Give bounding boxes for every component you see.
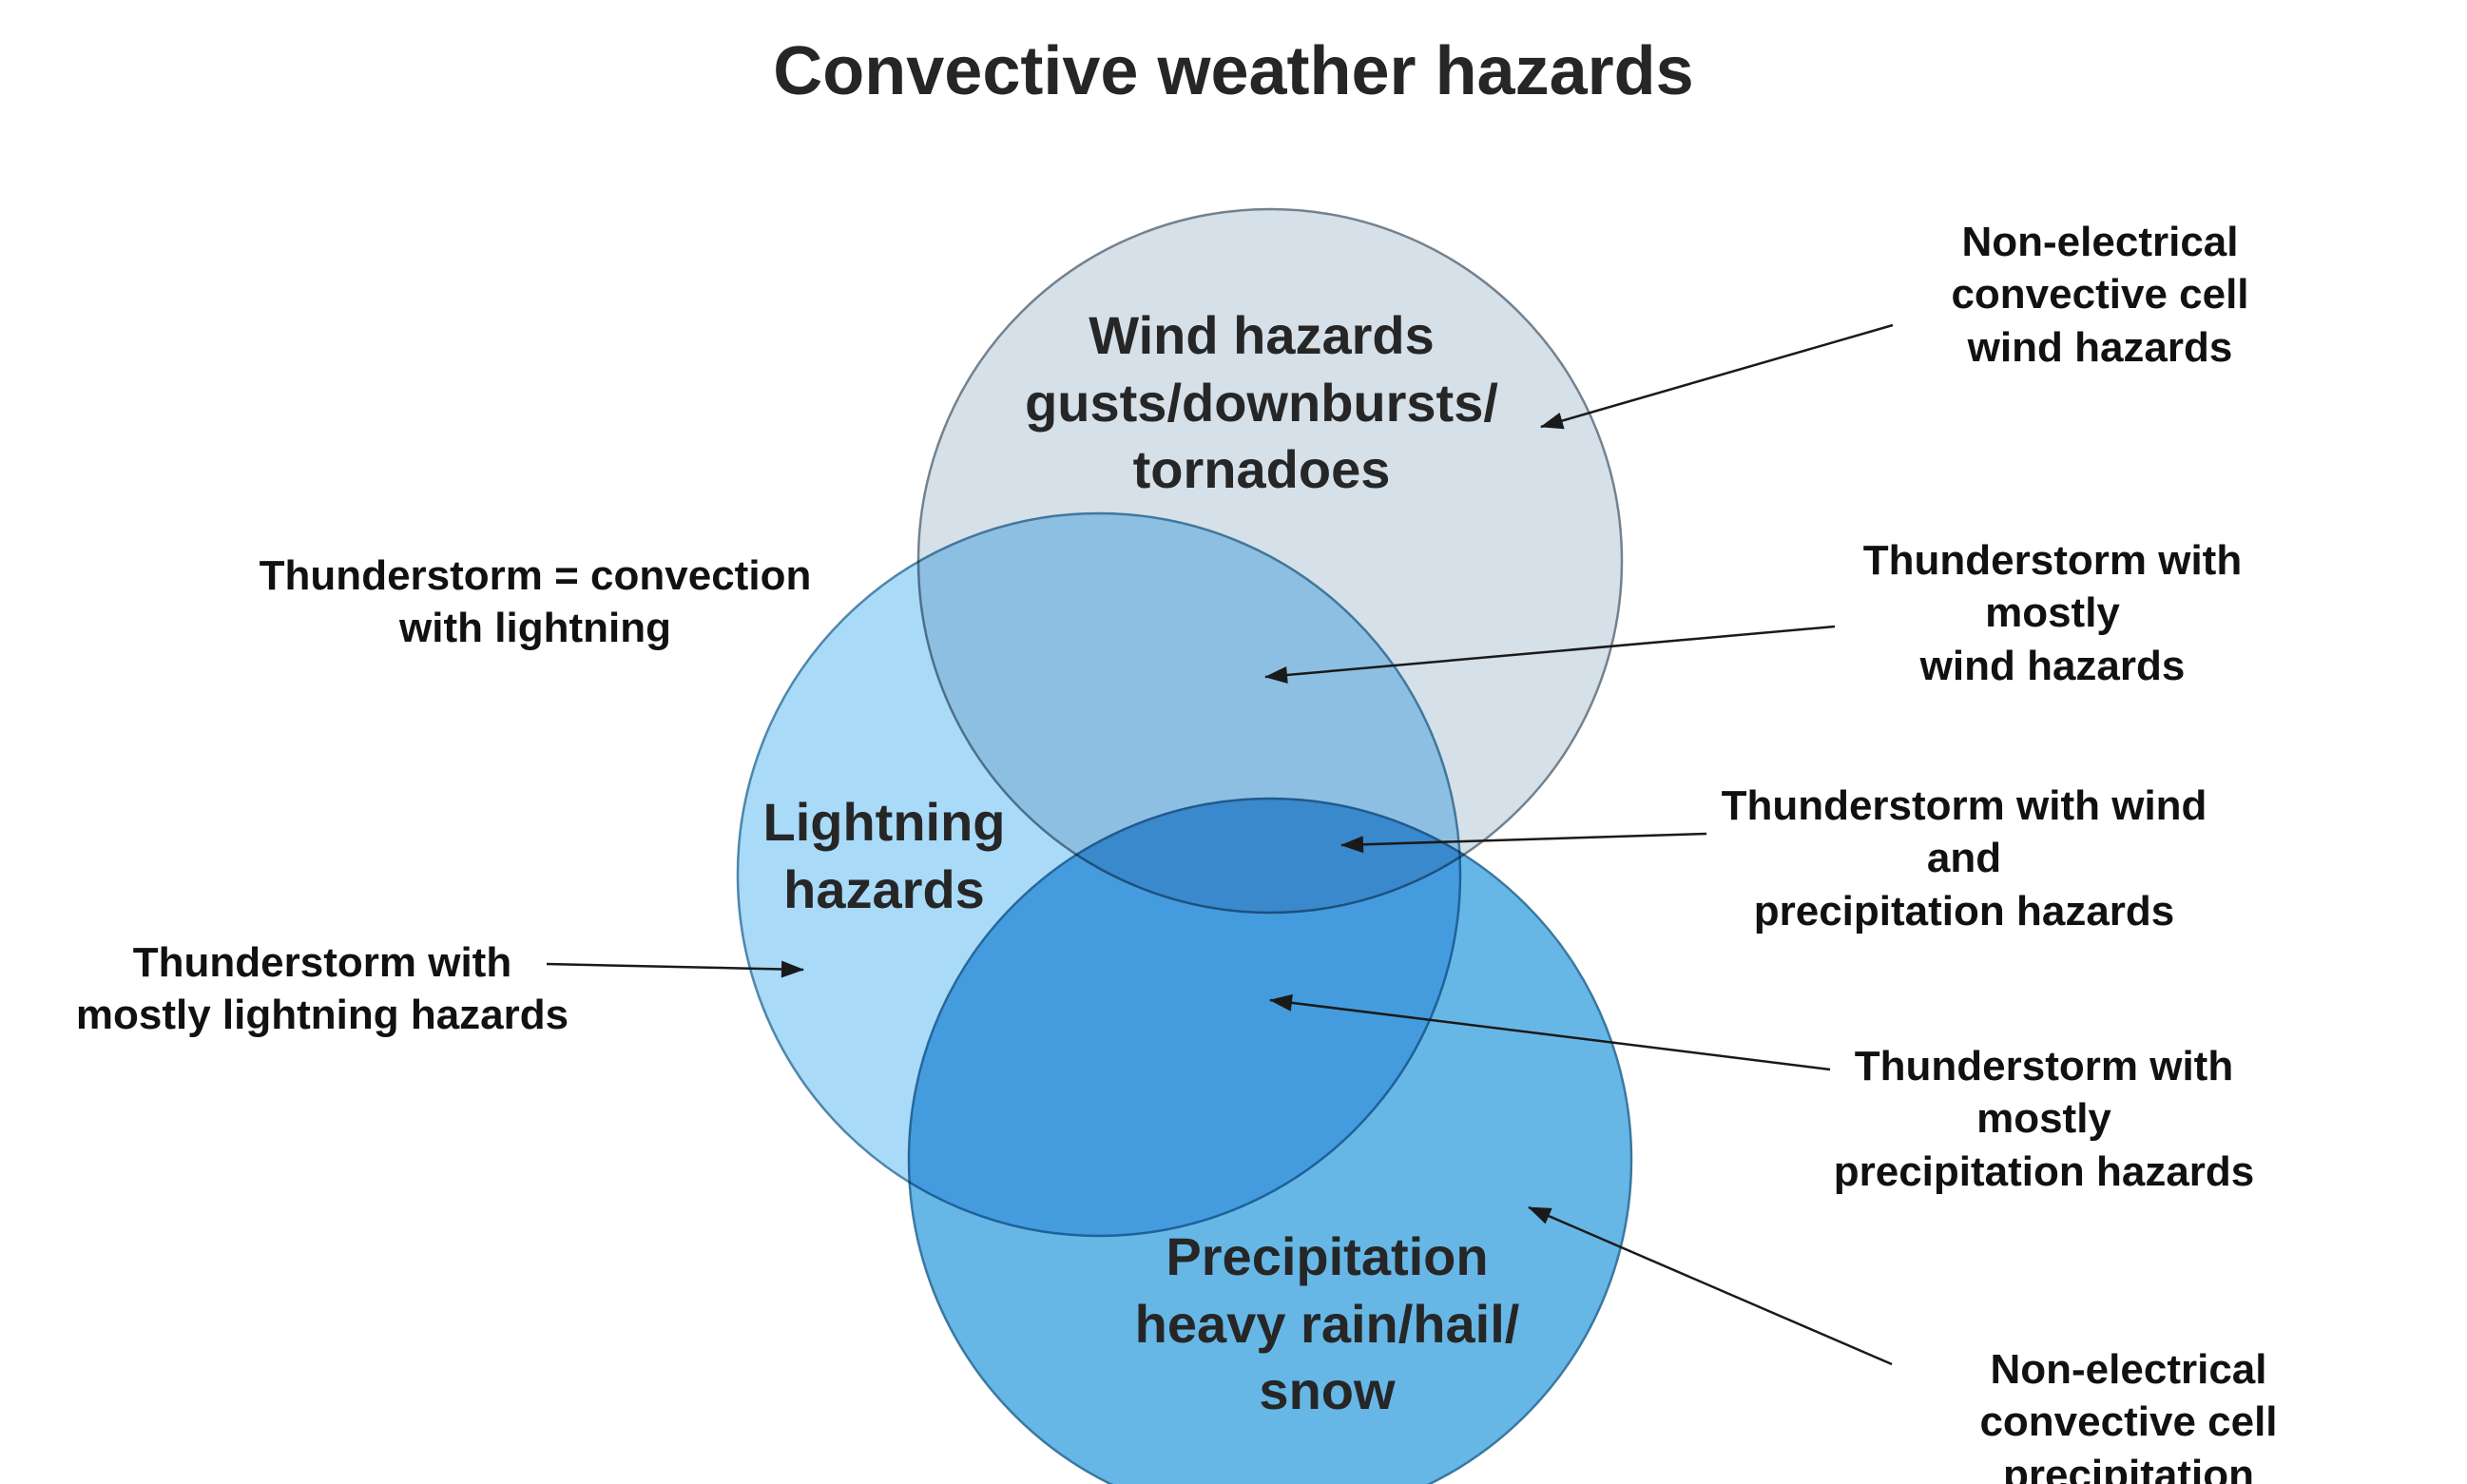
precipitation-hazards-circle <box>907 797 1633 1484</box>
annotation-thunderstorm-wind: Thunderstorm with mostly wind hazards <box>1862 537 2243 689</box>
annotation-arrows <box>546 323 1894 1366</box>
diagram-title: Convective weather hazards <box>773 33 1694 109</box>
wind-circle-label: Wind hazards gusts/downbursts/ tornadoes <box>1025 305 1498 500</box>
annotation-thunderstorm-definition: Thunderstorm = convection with lightning <box>259 552 812 652</box>
lightning-circle-label: Lightning hazards <box>762 792 1006 919</box>
annotation-thunderstorm-wind-precipitation: Thunderstorm with wind and precipitation… <box>1721 782 2207 935</box>
precipitation-circle-label: Precipitation heavy rain/hail/ snow <box>1134 1226 1520 1421</box>
arrow-thunderstorm-wind-precipitation <box>1340 832 1707 854</box>
arrow-thunderstorm-lightning <box>546 960 804 978</box>
arrow-non-electrical-precipitation <box>1528 1205 1893 1366</box>
arrow-thunderstorm-precipitation <box>1269 993 1831 1071</box>
annotation-thunderstorm-precipitation: Thunderstorm with mostly precipitation h… <box>1833 1043 2255 1195</box>
annotation-non-electrical-wind: Non-electrical convective cell wind haza… <box>1951 219 2249 371</box>
arrow-thunderstorm-wind <box>1264 625 1836 684</box>
annotation-non-electrical-precipitation: Non-electrical convective cell precipita… <box>1979 1346 2278 1484</box>
arrow-non-electrical-wind <box>1540 323 1894 430</box>
annotation-thunderstorm-lightning: Thunderstorm with mostly lightning hazar… <box>75 939 569 1039</box>
